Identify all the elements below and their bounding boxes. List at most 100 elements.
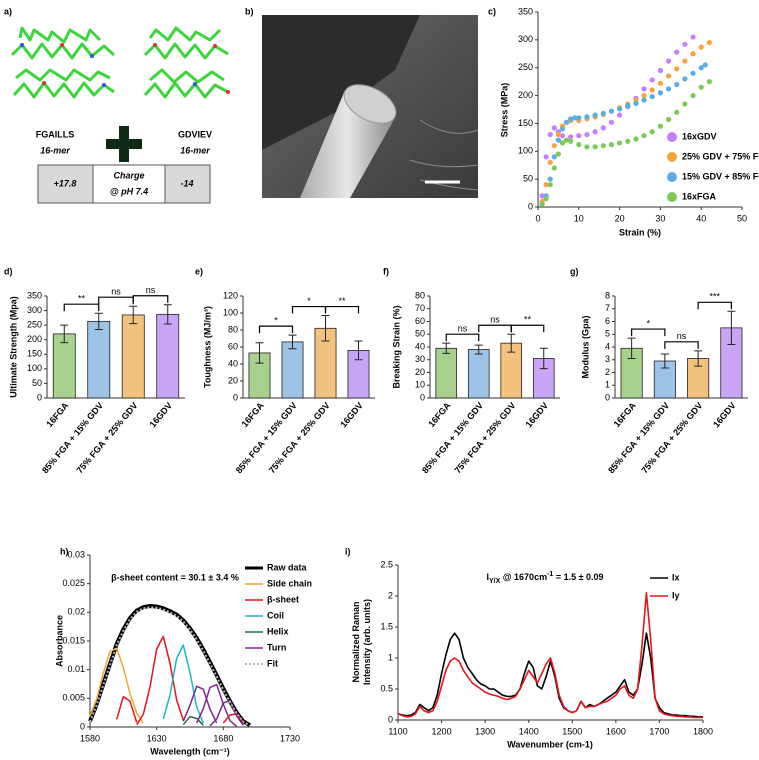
y-tick-label: 0 [80, 721, 85, 731]
y-tick-label: 40 [415, 341, 425, 351]
significance-bracket [258, 325, 294, 334]
x-tick-label: 40 [696, 213, 706, 223]
x-tick-label: 1400 [519, 726, 539, 736]
data-point [617, 140, 623, 146]
x-tick-label: 75% FGA + 25% GDV [74, 400, 139, 475]
data-point [698, 44, 704, 50]
data-point [551, 125, 557, 131]
data-point [608, 119, 615, 125]
molecule-illustration [10, 26, 229, 99]
data-point [706, 79, 712, 85]
y-tick-label: 60 [228, 341, 238, 351]
data-point [592, 112, 598, 118]
data-point [543, 182, 549, 188]
data-point [608, 108, 615, 114]
series-line [182, 715, 204, 726]
x-axis-label: Wavenumber (cm-1) [507, 739, 593, 749]
data-point [608, 142, 615, 148]
data-point [568, 116, 574, 122]
x-tick-label: 16GDV [523, 400, 550, 429]
charge-label: @ pH 7.4 [110, 186, 148, 196]
panel-label: b) [245, 6, 254, 16]
data-point [563, 137, 570, 143]
data-point [674, 66, 680, 72]
sem-image [262, 15, 479, 198]
significance-bracket [291, 305, 327, 314]
x-tick-label: 16FGA [612, 400, 639, 429]
data-point [657, 67, 664, 74]
x-tick-label: 30 [655, 213, 665, 223]
data-point [674, 49, 680, 55]
error-bar [354, 340, 363, 361]
legend-marker [667, 152, 677, 162]
x-tick-label: 1200 [432, 726, 452, 736]
x-tick-label: 85% FGA + 15% GDV [420, 400, 485, 475]
significance-label: * [307, 296, 311, 306]
x-tick-label: 75% FGA + 25% GDV [452, 400, 517, 475]
y-tick-label: 3 [605, 354, 610, 364]
y-tick-label: 80 [415, 290, 425, 300]
y-tick-label: 300 [518, 34, 533, 44]
data-point [690, 70, 696, 76]
y-tick-label: 200 [27, 334, 42, 344]
annotation-part: -1 [547, 571, 553, 578]
y-tick-label: 0.005 [62, 693, 85, 703]
data-point [698, 65, 704, 71]
data-point [600, 110, 606, 116]
y-tick-label: 60 [415, 316, 425, 326]
legend-label: 25% GDV + 75% FGA [682, 151, 759, 161]
data-point [617, 112, 623, 118]
y-tick-label: 0.015 [62, 635, 85, 645]
bar [87, 320, 111, 399]
peptide-length: 16-mer [40, 145, 70, 155]
legend-label: Ix [672, 572, 680, 582]
data-point [617, 106, 623, 112]
y-tick-label: 0 [528, 201, 533, 211]
panel-label: h) [60, 546, 69, 556]
y-axis-label: Modulus (Gpa) [580, 316, 590, 379]
series-line [397, 592, 703, 719]
panel-label: d) [4, 266, 13, 276]
y-tick-label: 0.02 [67, 607, 85, 617]
y-axis-label: Intensity (arb. units) [362, 599, 372, 685]
data-point [641, 133, 647, 139]
data-point [649, 87, 655, 93]
y-axis-label: Normalized Raman [351, 601, 361, 682]
y-tick-label: 0.01 [67, 664, 85, 674]
legend-label: Helix [267, 626, 289, 636]
y-tick-label: 50 [32, 378, 42, 388]
legend-marker [667, 192, 677, 202]
legend-label: 15% GDV + 85% FGA [682, 171, 759, 181]
data-point [657, 90, 664, 96]
x-tick-label: 1730 [280, 733, 300, 743]
x-tick-label: 75% FGA + 25% GDV [639, 400, 704, 475]
data-point [682, 101, 688, 107]
series-line [89, 606, 251, 727]
x-tick-label: 1600 [606, 726, 626, 736]
legend-label: 16xFGA [682, 191, 717, 201]
data-point [559, 140, 566, 146]
y-tick-label: 350 [518, 6, 533, 16]
data-point [682, 76, 688, 82]
charge-label: Charge [113, 170, 144, 180]
x-axis-label: Wavelength (cm⁻¹) [150, 746, 229, 756]
data-point [641, 92, 647, 99]
significance-label: ns [677, 331, 687, 341]
significance-label: ns [146, 285, 156, 295]
series-line [136, 635, 185, 726]
y-tick-label: 0.03 [67, 549, 85, 559]
significance-bracket [478, 324, 512, 333]
significance-label: ** [524, 315, 532, 325]
error-bar [727, 310, 736, 345]
y-tick-label: 0.025 [62, 578, 85, 588]
x-tick-label: 85% FGA + 15% GDV [40, 400, 105, 475]
panel-label: i) [345, 546, 351, 556]
data-point [649, 129, 655, 135]
x-tick-label: 10 [574, 213, 584, 223]
data-point [543, 154, 549, 160]
data-point [674, 81, 680, 88]
error-bar [474, 344, 483, 355]
error-bar [129, 305, 138, 325]
data-point [559, 126, 566, 132]
series-line [397, 632, 703, 718]
